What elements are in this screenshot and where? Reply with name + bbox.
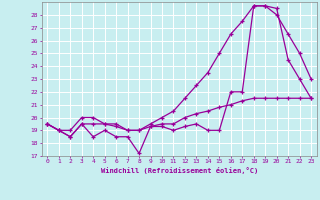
X-axis label: Windchill (Refroidissement éolien,°C): Windchill (Refroidissement éolien,°C) [100,167,258,174]
